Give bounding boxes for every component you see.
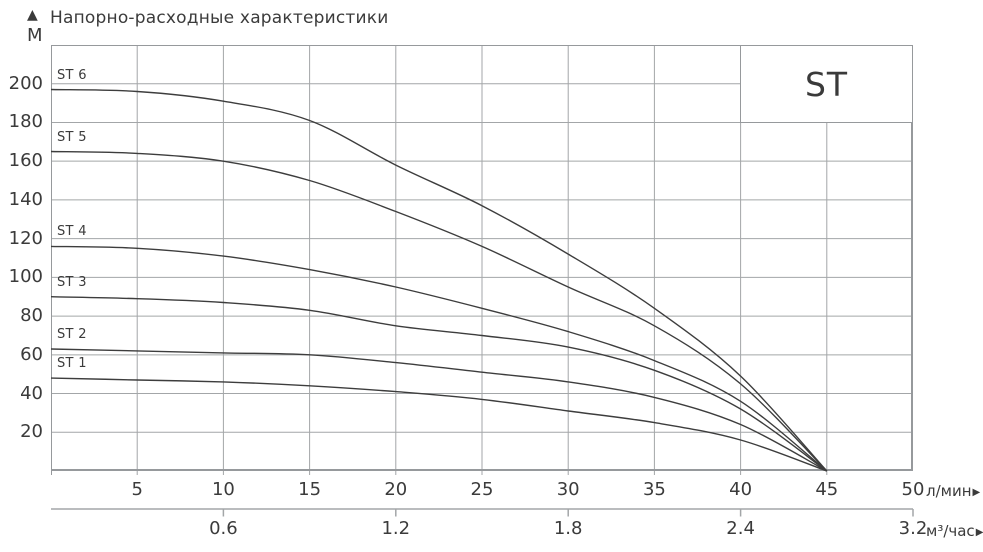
x-tick-label: 20 — [384, 479, 408, 500]
secondary-x-axis-unit-text: м³/час — [926, 522, 975, 540]
y-tick-label: 200 — [8, 72, 43, 94]
y-tick-label: 160 — [8, 150, 43, 172]
curve-label-st2: ST 2 — [57, 327, 87, 342]
x-tick-label: 25 — [470, 479, 494, 500]
curve-label-st6: ST 6 — [57, 67, 87, 83]
y-axis-up-arrow-icon: ▲ — [27, 7, 38, 23]
curve-st6 — [50, 88, 828, 472]
x-tick-label: 10 — [211, 479, 235, 500]
series-family-label: ST — [804, 64, 849, 104]
y-axis-unit-label: М — [27, 25, 43, 46]
curve-st2 — [50, 348, 828, 472]
secondary-x-tick-label: 1.2 — [381, 518, 411, 539]
x-tick-label: 15 — [298, 479, 322, 500]
secondary-x-tick-label: 3.2 — [898, 518, 928, 539]
curve-label-st4: ST 4 — [57, 224, 87, 240]
y-tick-label: 180 — [8, 111, 43, 133]
y-tick-label: 60 — [20, 343, 43, 365]
curve-label-st3: ST 3 — [57, 274, 87, 290]
x-tick-label: 45 — [815, 479, 839, 500]
curve-label-st1: ST 1 — [57, 356, 87, 372]
right-arrow-icon: ▶ — [972, 487, 981, 498]
x-axis-unit: л/мин▶ — [926, 481, 980, 503]
curve-st3 — [50, 296, 828, 472]
y-tick-label: 140 — [8, 188, 43, 210]
x-tick-label: 5 — [131, 479, 143, 500]
curve-st4 — [50, 245, 828, 472]
secondary-x-tick-label: 2.4 — [726, 518, 755, 539]
x-tick-label: 35 — [642, 479, 666, 500]
secondary-x-tick-label: 1.8 — [553, 518, 583, 539]
curve-label-st5: ST 5 — [57, 129, 87, 145]
y-tick-label: 120 — [8, 227, 43, 249]
series-family-badge: ST — [740, 45, 913, 123]
curve-st5 — [50, 150, 828, 472]
curve-st1 — [50, 377, 828, 472]
secondary-x-axis-unit: м³/час▶ — [926, 521, 983, 543]
y-tick-label: 40 — [20, 382, 43, 404]
right-arrow-icon: ▶ — [975, 527, 983, 538]
y-tick-label: 20 — [20, 421, 43, 443]
x-tick-label: 30 — [556, 479, 580, 500]
x-axis-unit-text: л/мин — [926, 482, 972, 500]
chart-title: Напорно-расходные характеристики — [50, 8, 389, 28]
y-tick-label: 100 — [8, 266, 43, 288]
secondary-x-tick-label: 0.6 — [209, 518, 238, 539]
y-tick-label: 80 — [20, 305, 43, 327]
x-tick-label: 50 — [901, 479, 925, 500]
x-tick-label: 40 — [729, 479, 753, 500]
